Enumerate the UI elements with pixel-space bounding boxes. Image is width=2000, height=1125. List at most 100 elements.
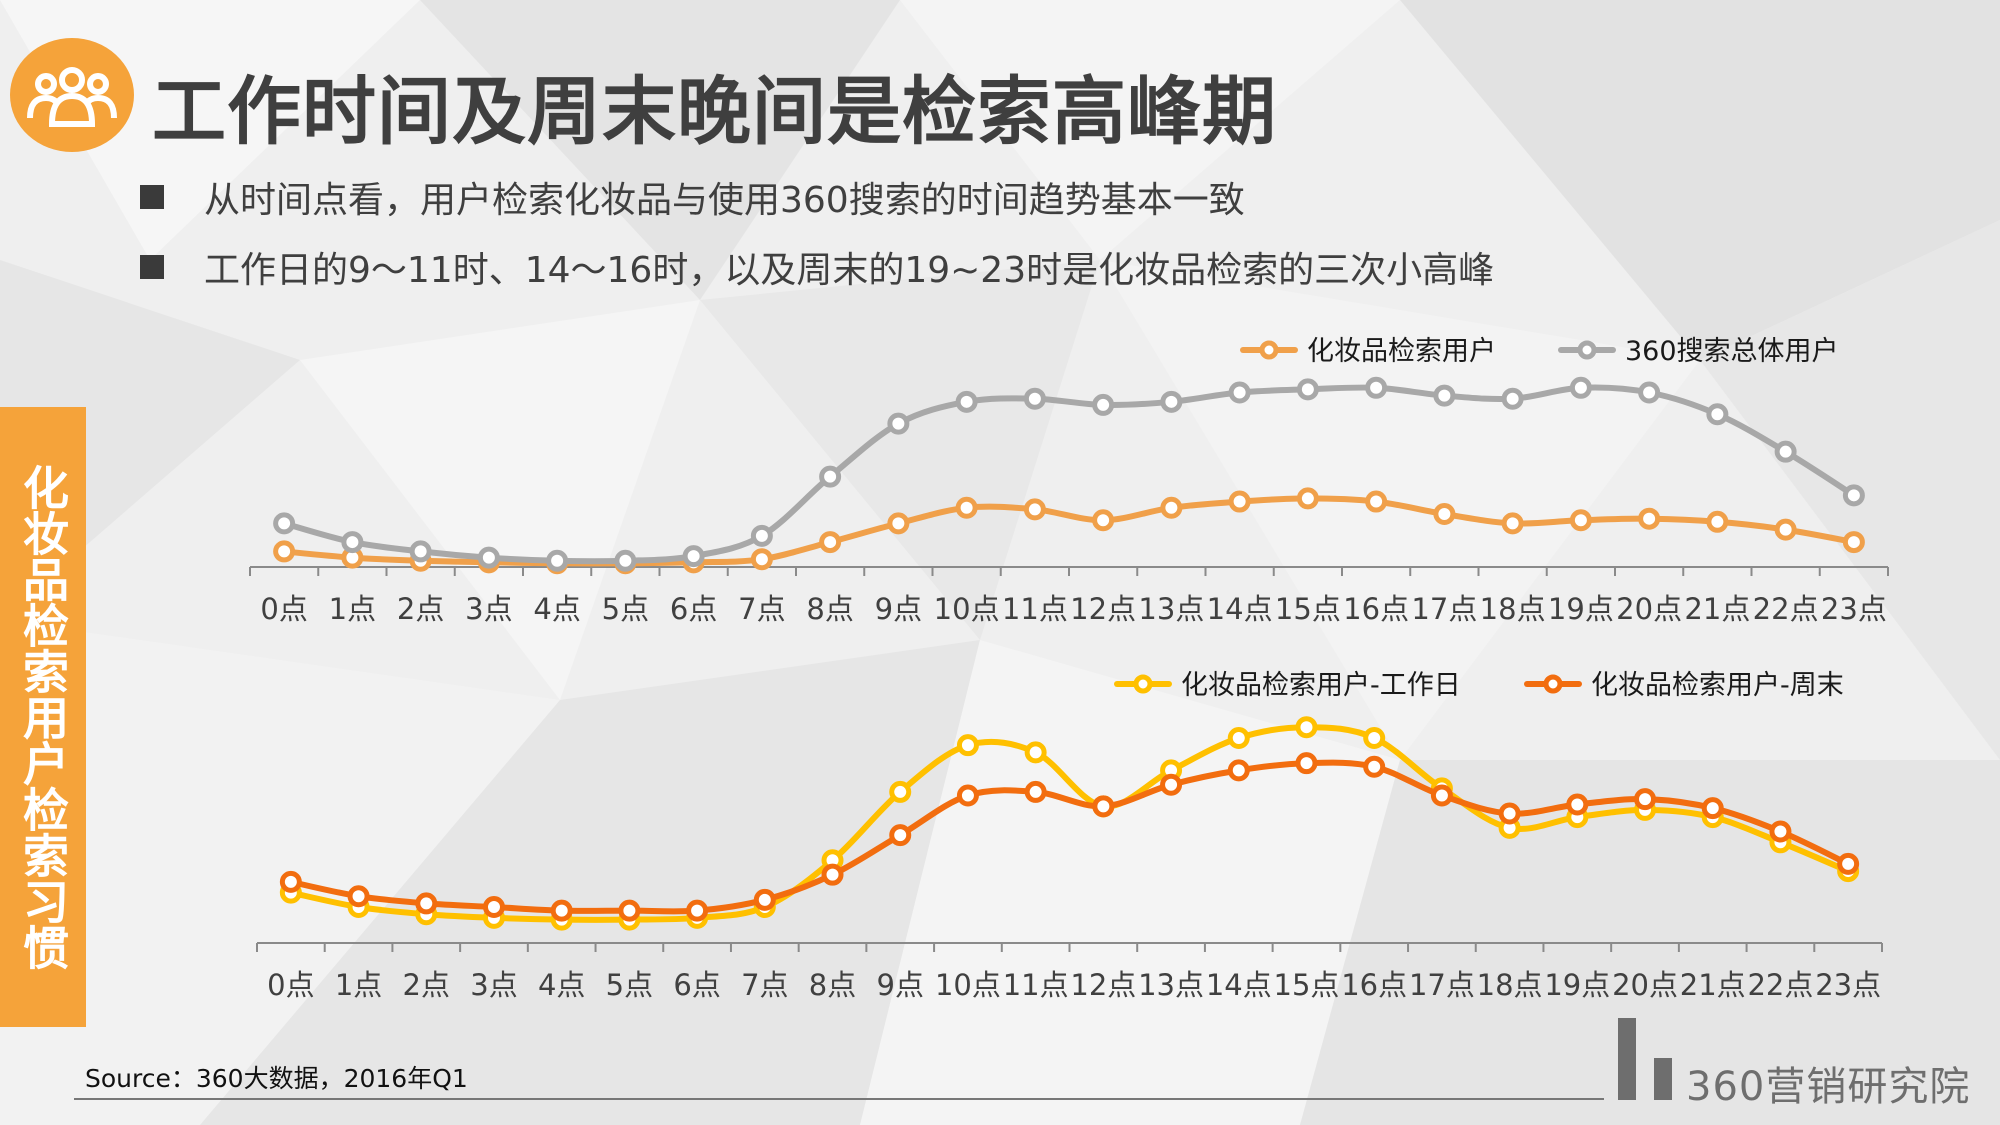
brand-bar-icon <box>1654 1058 1672 1100</box>
x-tick-label: 13点 <box>1138 968 1204 1002</box>
data-point <box>1569 509 1592 532</box>
data-point <box>1498 802 1521 825</box>
data-point <box>819 465 842 488</box>
data-point <box>1227 759 1250 782</box>
data-point <box>1228 490 1251 513</box>
data-point <box>1228 381 1251 404</box>
data-point <box>1501 387 1524 410</box>
source-divider <box>74 1098 1604 1100</box>
bullet-item: 从时间点看，用户检索化妆品与使用360搜索的时间趋势基本一致 <box>140 162 1494 232</box>
data-point <box>1160 496 1183 519</box>
data-point <box>614 549 637 572</box>
search-volume-chart: 0点 1点 2点 3点 4点 5点 6点 7点 8点 9点 10点 11点 12点 13点 14点 15点 16… <box>249 336 1889 626</box>
data-point <box>750 524 773 547</box>
data-point <box>1365 376 1388 399</box>
data-point <box>550 899 573 922</box>
data-point <box>1092 393 1115 416</box>
data-point <box>1634 788 1657 811</box>
x-tick-label: 23点 <box>1821 592 1887 626</box>
bullet-list: 从时间点看，用户检索化妆品与使用360搜索的时间趋势基本一致 工作日的9～11时… <box>140 162 1494 302</box>
data-point <box>477 546 500 569</box>
x-tick-label: 8点 <box>809 968 856 1002</box>
x-tick-label: 6点 <box>673 968 720 1002</box>
x-tick-label: 5点 <box>602 592 649 626</box>
legend-marker <box>1577 340 1597 360</box>
data-point <box>1365 490 1388 513</box>
data-point <box>1295 716 1318 739</box>
x-tick-label: 11点 <box>1003 968 1069 1002</box>
data-point <box>618 899 641 922</box>
data-point <box>1363 755 1386 778</box>
data-point <box>1092 795 1115 818</box>
x-tick-label: 7点 <box>738 592 785 626</box>
data-point <box>1363 726 1386 749</box>
data-point <box>956 734 979 757</box>
data-point <box>1296 378 1319 401</box>
legend-label: 360搜索总体用户 <box>1625 336 1839 367</box>
series-line <box>290 724 1850 923</box>
data-point <box>686 899 709 922</box>
data-point <box>347 885 370 908</box>
x-tick-label: 22点 <box>1747 968 1813 1002</box>
x-tick-label: 8点 <box>806 592 853 626</box>
x-tick-label: 20点 <box>1612 968 1678 1002</box>
data-point <box>482 896 505 919</box>
data-point <box>1227 726 1250 749</box>
x-tick-label: 6点 <box>670 592 717 626</box>
data-point <box>1837 852 1860 875</box>
x-tick-label: 20点 <box>1616 592 1682 626</box>
x-tick-label: 9点 <box>877 968 924 1002</box>
x-tick-label: 22点 <box>1753 592 1819 626</box>
data-point <box>273 540 296 563</box>
x-tick-label: 7点 <box>741 968 788 1002</box>
x-tick-label: 10点 <box>934 592 1000 626</box>
square-bullet-icon <box>140 255 164 279</box>
data-point <box>1023 387 1046 410</box>
x-tick-label: 4点 <box>538 968 585 1002</box>
data-point <box>1501 512 1524 535</box>
legend-marker <box>1259 340 1279 360</box>
logo-badge <box>10 38 134 152</box>
x-tick-label: 10点 <box>935 968 1001 1002</box>
data-point <box>750 548 773 571</box>
bullet-text: 从时间点看，用户检索化妆品与使用360搜索的时间趋势基本一致 <box>204 180 1245 221</box>
data-point <box>819 531 842 554</box>
page-title: 工作时间及周末晚间是检索高峰期 <box>152 69 1277 155</box>
brand-name: 360营销研究院 <box>1686 1064 1971 1110</box>
x-tick-label: 1点 <box>329 592 376 626</box>
data-point <box>1296 487 1319 510</box>
x-tick-label: 21点 <box>1680 968 1746 1002</box>
square-bullet-icon <box>140 185 164 209</box>
data-point <box>1433 503 1456 526</box>
x-tick-label: 2点 <box>397 592 444 626</box>
legend-label: 化妆品检索用户-工作日 <box>1181 670 1461 701</box>
data-point <box>1295 752 1318 775</box>
data-point <box>1024 741 1047 764</box>
x-tick-label: 18点 <box>1477 968 1543 1002</box>
x-tick-label: 16点 <box>1341 968 1407 1002</box>
x-tick-label: 18点 <box>1480 592 1546 626</box>
data-point <box>887 412 910 435</box>
data-point <box>1842 531 1865 554</box>
data-point <box>955 496 978 519</box>
x-tick-label: 4点 <box>533 592 580 626</box>
x-tick-label: 0点 <box>267 968 314 1002</box>
data-point <box>546 549 569 572</box>
data-point <box>1160 773 1183 796</box>
data-point <box>889 824 912 847</box>
data-point <box>1706 510 1729 533</box>
x-tick-label: 17点 <box>1411 592 1477 626</box>
side-tab: 化妆品检索用户检索习惯 <box>0 407 86 1027</box>
data-point <box>1430 784 1453 807</box>
data-point <box>1769 820 1792 843</box>
data-point <box>1774 518 1797 541</box>
bullet-text: 工作日的9～11时、14～16时，以及周末的19~23时是化妆品检索的三次小高峰 <box>204 250 1495 291</box>
data-point <box>273 512 296 535</box>
data-point <box>1569 376 1592 399</box>
data-point <box>821 863 844 886</box>
x-tick-label: 11点 <box>1002 592 1068 626</box>
weekday-weekend-chart: 0点 1点 2点 3点 4点 5点 6点 7点 8点 9点 10点 11点 12点 13点 14点 15点 16… <box>256 670 1883 1002</box>
data-point <box>1706 403 1729 426</box>
x-tick-label: 19点 <box>1548 592 1614 626</box>
data-point <box>279 870 302 893</box>
